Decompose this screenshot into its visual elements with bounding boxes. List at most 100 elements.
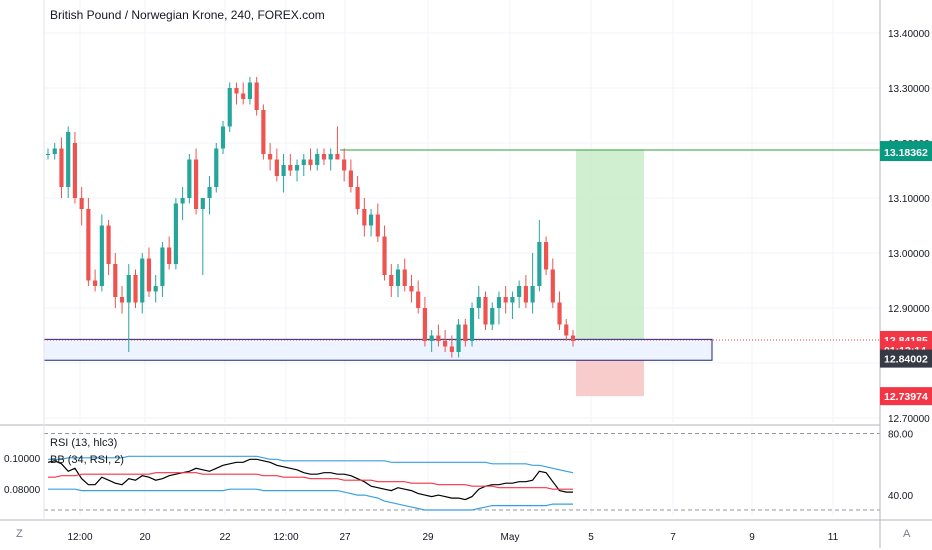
time-tick-label: 20 (139, 532, 151, 543)
candle-body (214, 148, 219, 187)
indicator-line (48, 488, 573, 511)
candle-body (234, 88, 239, 94)
candle-body (66, 132, 71, 187)
time-tick-label: 7 (670, 532, 676, 543)
candle-body (422, 308, 428, 341)
profit-zone (576, 150, 644, 341)
position-tool[interactable] (43, 149, 880, 397)
candle-body (517, 286, 522, 297)
candle-body (119, 297, 125, 303)
candle-body (382, 236, 387, 275)
candle-body (335, 154, 340, 160)
right-corner-label[interactable]: A (903, 528, 911, 540)
candle-body (294, 165, 300, 171)
candle-body (93, 280, 98, 286)
candle-body (449, 346, 454, 352)
candle-body (510, 297, 515, 303)
candle-body (281, 165, 286, 176)
indicator-line (48, 472, 573, 490)
candle-body (557, 302, 562, 325)
candle-body (220, 126, 226, 149)
candle-body (200, 198, 205, 209)
candle-body (274, 159, 279, 176)
candle-body (389, 275, 394, 286)
candle-body (79, 198, 84, 209)
candle-body (416, 291, 421, 308)
candle-body (268, 154, 273, 160)
candle-body (207, 187, 212, 198)
price-tick-label: 13.40000 (888, 29, 930, 40)
price-tag-bg (880, 387, 932, 406)
candle-body (476, 297, 481, 308)
candle-body (496, 297, 502, 308)
candle-body (167, 247, 172, 264)
candle-body (140, 258, 145, 303)
candle-body (436, 335, 441, 341)
candle-body (187, 159, 192, 198)
candle-body (180, 198, 185, 204)
price-tags: 13.1872013.1836212.8418501:12:1412.84002… (880, 141, 932, 406)
candle-body (227, 88, 232, 127)
candle-body (126, 275, 131, 303)
indicator-line (48, 455, 574, 474)
candle-body (395, 269, 401, 286)
candle-body (173, 203, 178, 264)
time-axis-labels[interactable]: 12:00 20 22 12:00 27 29 May 5 7 9 11 (67, 532, 838, 543)
candle-body (86, 209, 91, 281)
bb-legend: BB (34, RSI, 2) (50, 454, 124, 466)
candle-body (160, 247, 165, 286)
candle-body (52, 148, 57, 154)
candle-body (72, 143, 78, 198)
candle-body (146, 258, 152, 292)
candle-body (288, 165, 293, 171)
time-tick-label: 12:00 (67, 532, 92, 543)
candle-body (503, 297, 508, 303)
candle-body (463, 324, 468, 341)
candle-body (193, 159, 199, 209)
candle-body (456, 324, 461, 352)
time-tick-label: 22 (219, 532, 231, 543)
price-tick-label: 13.30000 (888, 84, 930, 95)
candle-body (342, 159, 347, 171)
candle-body (321, 154, 327, 160)
time-tick-label: 9 (749, 532, 755, 543)
time-tick-label: 29 (422, 532, 434, 543)
price-tag-bg (880, 143, 932, 162)
candle-body (45, 154, 51, 155)
left-corner-label[interactable]: Z (16, 528, 23, 540)
candle-body (348, 170, 353, 187)
candle-body (153, 286, 158, 292)
candlestick-series (45, 77, 576, 358)
candle-body (241, 93, 246, 99)
candle-body (301, 159, 306, 165)
time-tick-label: 12:00 (273, 532, 298, 543)
candle-body (362, 209, 367, 226)
time-tick-label: 11 (828, 532, 839, 543)
price-tick-label: 13.00000 (888, 249, 930, 260)
candle-body (402, 269, 407, 286)
chart-title: British Pound / Norwegian Krone, 240, FO… (50, 8, 325, 22)
candle-body (537, 242, 542, 286)
indicator-right-tick: 80.00 (888, 429, 913, 440)
candle-body (328, 154, 333, 160)
price-tick-label: 13.10000 (888, 194, 930, 205)
candle-body (113, 264, 118, 297)
candle-body (315, 154, 320, 165)
candle-body (308, 159, 313, 165)
time-tick-label: 5 (588, 532, 594, 543)
indicator-left-tick: 0.10000 (4, 454, 41, 465)
candle-body (490, 308, 495, 325)
rsi-legend: RSI (13, hlc3) (50, 437, 118, 449)
candle-body (429, 335, 434, 341)
candle-body (530, 286, 535, 303)
candle-body (368, 214, 374, 226)
candle-body (254, 82, 259, 110)
candle-body (133, 275, 138, 303)
candle-body (443, 341, 448, 347)
candle-body (261, 110, 266, 154)
indicator-left-tick: 0.08000 (4, 485, 41, 496)
candle-body (523, 286, 528, 303)
candle-body (483, 297, 488, 325)
